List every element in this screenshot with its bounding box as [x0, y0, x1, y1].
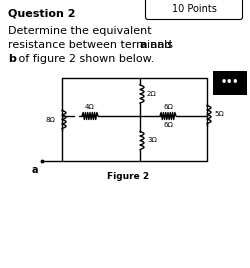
- Text: a: a: [31, 165, 38, 175]
- Text: b: b: [8, 54, 16, 64]
- FancyBboxPatch shape: [145, 0, 242, 20]
- Text: resistance between terminals: resistance between terminals: [8, 40, 176, 50]
- Text: 5Ω: 5Ω: [213, 111, 223, 117]
- Text: a: a: [140, 40, 147, 50]
- Text: •••: •••: [220, 77, 238, 87]
- Text: 2Ω: 2Ω: [146, 91, 156, 97]
- Text: Figure 2: Figure 2: [106, 172, 148, 181]
- Text: 6Ω: 6Ω: [162, 104, 172, 110]
- Text: 10 Points: 10 Points: [171, 3, 216, 13]
- Text: 4Ω: 4Ω: [85, 104, 94, 110]
- Text: 3Ω: 3Ω: [146, 137, 156, 143]
- Text: of figure 2 shown below.: of figure 2 shown below.: [15, 54, 154, 64]
- Text: 8Ω: 8Ω: [45, 117, 55, 122]
- Text: Question 2: Question 2: [8, 8, 75, 18]
- Text: Determine the equivalent: Determine the equivalent: [8, 26, 151, 36]
- Text: and: and: [146, 40, 171, 50]
- Text: 6Ω: 6Ω: [162, 122, 172, 128]
- Bar: [212, 71, 246, 95]
